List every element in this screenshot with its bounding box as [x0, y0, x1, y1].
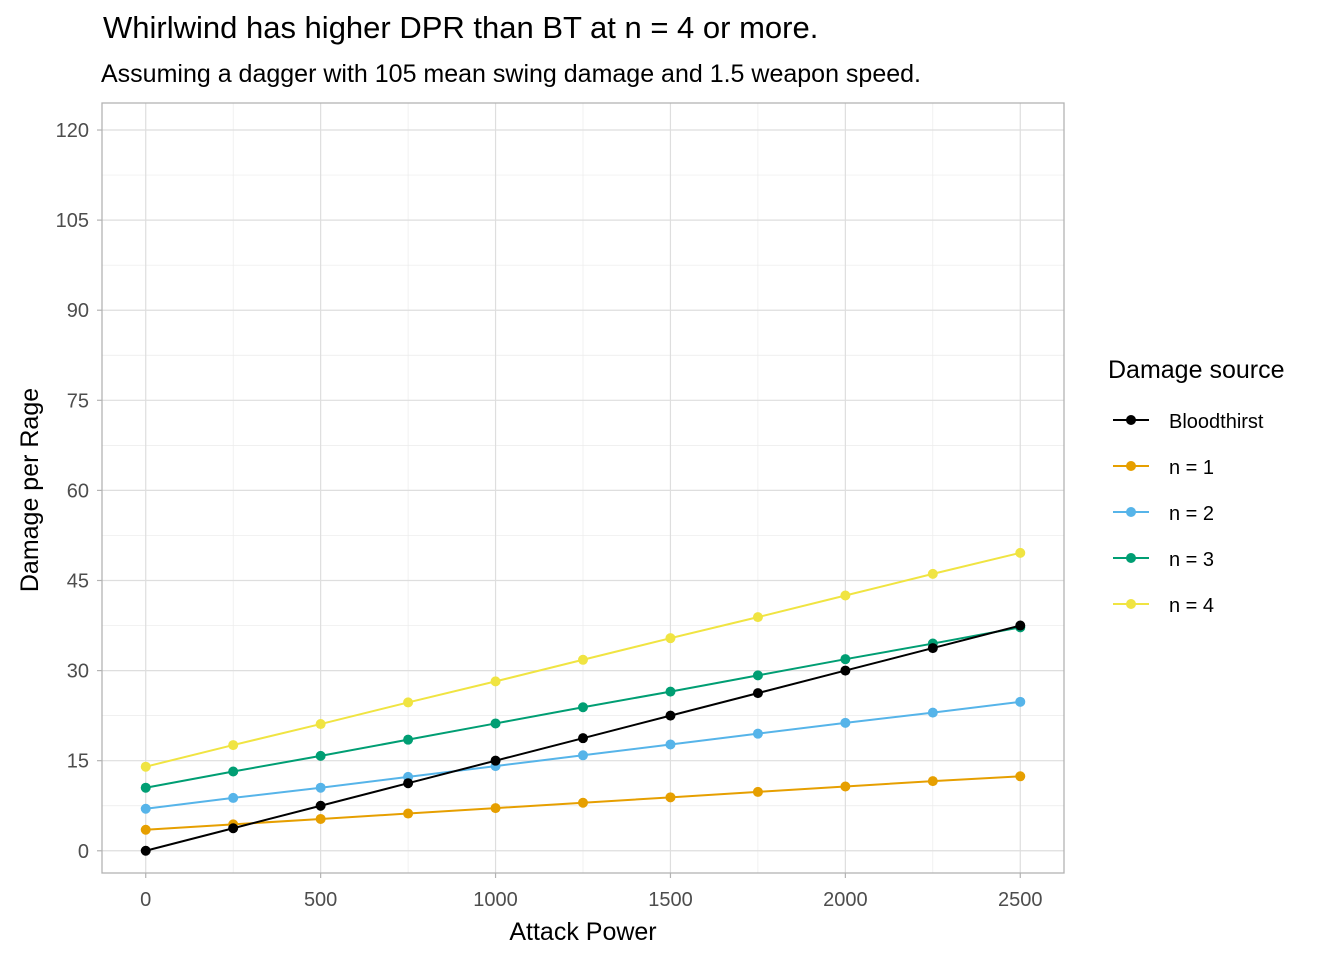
data-point: [403, 808, 414, 819]
data-point: [840, 781, 851, 792]
panel-border: [101, 102, 1065, 874]
data-point: [140, 824, 151, 835]
data-point: [228, 740, 239, 751]
data-point: [840, 717, 851, 728]
data-point: [752, 728, 763, 739]
data-point: [578, 702, 588, 713]
data-point: [403, 697, 414, 708]
data-point: [840, 654, 851, 665]
legend-label: n = 1: [1169, 457, 1214, 479]
legend-label: n = 4: [1169, 595, 1214, 617]
legend-key-point: [1126, 461, 1136, 471]
data-point: [665, 739, 676, 750]
series-n-1: [140, 771, 1026, 835]
data-point: [403, 734, 414, 745]
legend-item: Bloodthirst: [1113, 411, 1264, 433]
series-bloodthirst: [140, 620, 1026, 856]
data-point: [228, 792, 239, 803]
data-point: [752, 688, 763, 699]
y-axis-label: Damage per Rage: [16, 388, 44, 592]
x-tick-label: 500: [304, 889, 337, 911]
legend-key-point: [1126, 507, 1136, 517]
data-point: [752, 786, 763, 797]
data-point: [927, 707, 938, 718]
data-point: [490, 676, 501, 687]
data-point: [315, 813, 326, 824]
legend-key-point: [1126, 553, 1136, 563]
data-point: [665, 710, 676, 721]
data-point: [140, 782, 151, 793]
legend-key-point: [1126, 599, 1136, 609]
data-point: [315, 782, 326, 793]
data-point: [228, 766, 239, 777]
data-point: [578, 797, 588, 808]
x-tick-label: 1500: [648, 889, 693, 911]
data-point: [403, 778, 414, 789]
legend: Damage source Bloodthirst n = 1 n = 2 n = 3…: [1108, 356, 1284, 617]
x-tick-label: 2000: [823, 889, 868, 911]
chart-subtitle: Assuming a dagger with 105 mean swing da…: [101, 60, 921, 88]
data-point: [315, 719, 326, 730]
series-n-3: [140, 622, 1026, 793]
data-point: [665, 686, 676, 697]
data-point: [140, 761, 151, 772]
data-point: [490, 755, 501, 766]
data-point: [228, 823, 239, 834]
data-point: [490, 718, 501, 729]
data-point: [752, 670, 763, 681]
data-point: [840, 590, 851, 601]
x-tick-label: 1000: [473, 889, 518, 911]
data-point: [490, 803, 501, 814]
data-point: [1015, 620, 1026, 631]
data-point: [927, 568, 938, 579]
data-point: [1015, 696, 1026, 707]
data-point: [315, 800, 326, 811]
chart-title: Whirlwind has higher DPR than BT at n = …: [103, 10, 819, 45]
data-point: [315, 750, 326, 761]
y-tick-label: 120: [56, 120, 89, 142]
y-tick-label: 105: [56, 210, 89, 232]
legend-title: Damage source: [1108, 356, 1284, 384]
legend-label: n = 3: [1169, 549, 1214, 571]
y-tick-label: 45: [67, 570, 89, 592]
data-point: [840, 665, 851, 676]
series-n-4: [140, 547, 1026, 772]
x-tick-label: 2500: [998, 889, 1043, 911]
y-tick-label: 75: [67, 390, 89, 412]
data-point: [752, 612, 763, 623]
data-point: [927, 643, 938, 654]
x-axis-label: Attack Power: [509, 918, 656, 946]
series: [140, 547, 1026, 856]
y-tick-label: 15: [67, 751, 89, 773]
y-tick-label: 30: [67, 661, 89, 683]
data-point: [578, 750, 588, 761]
x-tick-label: 0: [140, 889, 151, 911]
legend-label: n = 2: [1169, 503, 1214, 525]
data-point: [1015, 547, 1026, 558]
data-point: [140, 845, 151, 856]
y-tick-label: 90: [67, 300, 89, 322]
data-point: [578, 654, 588, 665]
legend-item: n = 4: [1113, 595, 1214, 617]
axis-ticks: 0 500 1000 1500 2000 2500 0 15 30 45 60 75 90 105 120: [56, 120, 1043, 911]
legend-label: Bloodthirst: [1169, 411, 1264, 433]
legend-key-point: [1126, 415, 1136, 425]
legend-item: n = 1: [1113, 457, 1214, 479]
data-point: [665, 633, 676, 644]
y-tick-label: 60: [67, 480, 89, 502]
legend-item: n = 2: [1113, 503, 1214, 525]
legend-item: n = 3: [1113, 549, 1214, 571]
data-point: [1015, 771, 1026, 782]
y-tick-label: 0: [78, 841, 89, 863]
data-point: [927, 776, 938, 787]
data-point: [665, 792, 676, 803]
data-point: [140, 803, 151, 814]
data-point: [578, 733, 588, 744]
